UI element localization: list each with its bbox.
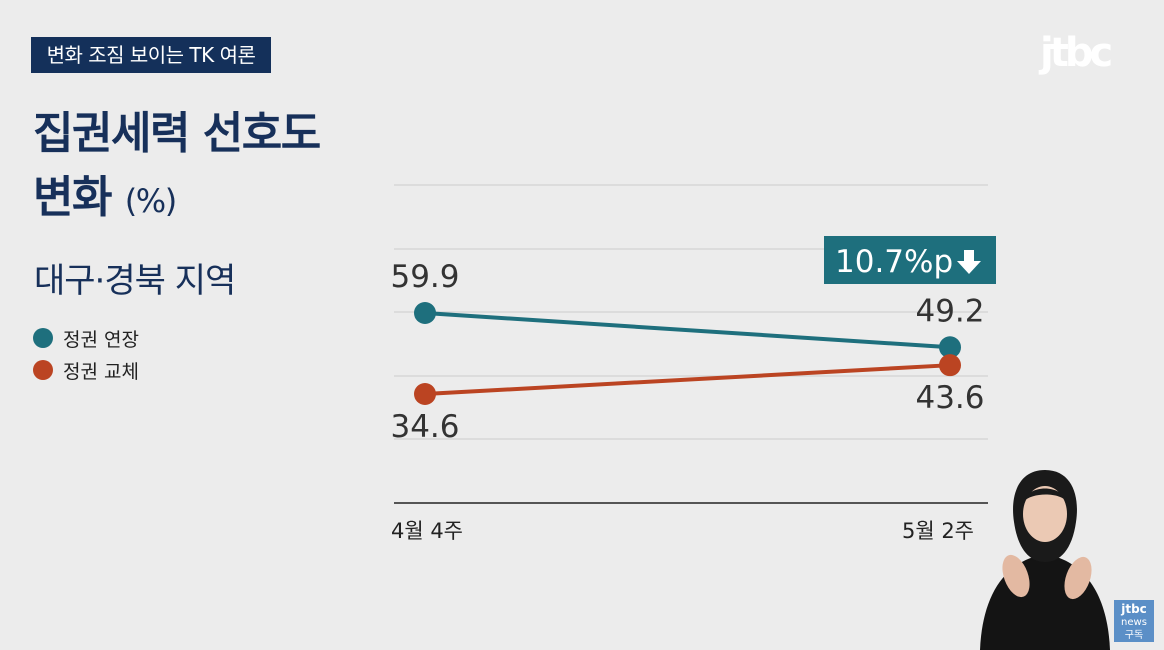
annotation-text: 10.7%p [835, 244, 953, 280]
legend-label-extend: 정권 연장 [63, 328, 139, 351]
series-line-replace [424, 363, 951, 396]
topic-banner: 변화 조짐 보이는 TK 여론 [31, 37, 271, 73]
data-label: 34.6 [390, 409, 459, 445]
legend-label-replace: 정권 교체 [63, 360, 139, 383]
legend-item-replace: 정권 교체 [33, 354, 139, 386]
data-point [939, 354, 961, 377]
title-line-2-text: 변화 [33, 172, 112, 223]
arrow-down-icon [957, 250, 981, 274]
data-point [414, 383, 436, 405]
badge-line-1: jtbc [1121, 602, 1147, 616]
badge-line-2: news [1121, 617, 1147, 628]
legend: 정권 연장 정권 교체 [33, 322, 139, 386]
data-label: 43.6 [915, 380, 984, 416]
x-axis-ticks: 4월 4주 5월 2주 [391, 519, 974, 543]
x-tick-label: 5월 2주 [902, 519, 974, 543]
x-tick-label: 4월 4주 [391, 519, 463, 543]
data-point [939, 336, 961, 359]
change-annotation: 10.7%p [824, 236, 996, 284]
title-line-2: 변화 (%) [33, 166, 320, 233]
title-line-1: 집권세력 선호도 [33, 108, 321, 159]
legend-item-extend: 정권 연장 [33, 322, 139, 354]
subscribe-badge[interactable]: jtbc news 구독 [1114, 600, 1154, 642]
series-points [414, 302, 961, 405]
jtbc-logo: jtbc [1040, 30, 1113, 76]
badge-line-3: 구독 [1124, 630, 1144, 641]
data-label: 49.2 [915, 293, 984, 329]
data-point [414, 302, 436, 324]
series-line-extend [424, 311, 951, 350]
title-unit: (%) [124, 182, 177, 220]
chart-title: 집권세력 선호도 변화 (%) [33, 102, 321, 233]
sign-language-interpreter [980, 470, 1110, 650]
series-lines [424, 311, 951, 396]
data-labels: 59.9 49.2 34.6 43.6 [390, 259, 984, 445]
legend-dot-extend [33, 328, 53, 348]
legend-dot-replace [33, 360, 53, 380]
chart-subtitle: 대구·경북 지역 [34, 261, 236, 301]
data-label: 59.9 [390, 259, 459, 295]
